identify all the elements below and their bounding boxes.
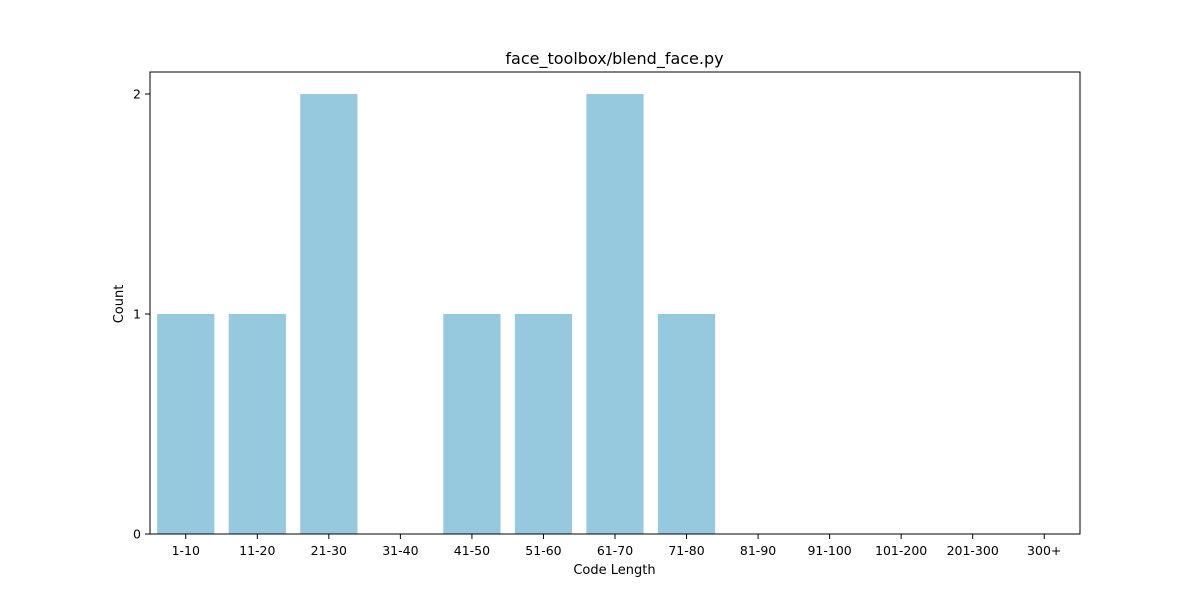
plot-area: 1-10 11-20 21-30 31-40 41-50 51-60 61-70 71-80 8… (133, 71, 1081, 558)
y-tick-label: 2 (133, 87, 141, 102)
bar-1-10 (157, 314, 215, 534)
chart-title: face_toolbox/blend_face.py (505, 49, 723, 69)
x-tick-label: 21-30 (311, 543, 347, 558)
x-tick-label: 11-20 (239, 543, 275, 558)
x-tick-label: 51-60 (525, 543, 561, 558)
bar-51-60 (514, 314, 573, 534)
y-axis-label: Count (112, 285, 127, 324)
x-tick-label: 201-300 (947, 543, 999, 558)
bar-41-50 (443, 314, 501, 534)
bar-71-80 (657, 314, 716, 534)
x-tick-label: 300+ (1027, 543, 1061, 558)
x-axis-label: Code Length (573, 563, 655, 578)
x-tick-label: 41-50 (454, 543, 490, 558)
x-tick-label: 81-90 (740, 543, 776, 558)
bar-21-30 (300, 94, 358, 534)
y-tick-label: 0 (133, 527, 141, 542)
x-tick-label: 31-40 (382, 543, 418, 558)
x-tick-label: 91-100 (807, 543, 851, 558)
bar-61-70 (586, 94, 644, 534)
x-tick-label: 101-200 (875, 543, 927, 558)
x-tick-label: 71-80 (668, 543, 704, 558)
bar-11-20 (228, 314, 286, 534)
y-tick-label: 1 (133, 307, 141, 322)
x-tick-label: 61-70 (597, 543, 633, 558)
x-tick-label: 1-10 (172, 543, 200, 558)
